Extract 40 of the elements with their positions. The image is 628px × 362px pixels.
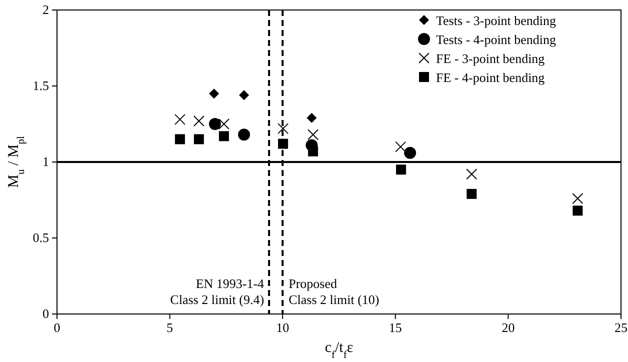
x-tick-label: 20 — [502, 320, 515, 335]
x-tick-label: 0 — [54, 320, 60, 335]
point — [174, 114, 186, 125]
legend-label: Tests - 4-point bending — [436, 32, 557, 47]
point — [404, 146, 416, 159]
point — [209, 88, 220, 99]
x-tick-label: 25 — [614, 320, 628, 335]
point — [308, 129, 319, 140]
legend-label: FE - 3-point bending — [436, 51, 546, 66]
point — [193, 115, 204, 126]
legend-label: FE - 4-point bending — [436, 70, 546, 85]
x-tick-label: 15 — [388, 320, 402, 335]
point — [218, 131, 229, 142]
point — [308, 146, 318, 156]
point — [396, 164, 406, 175]
ref-line-label: EN 1993-1-4 Class 2 limit (9.4) — [170, 276, 265, 307]
y-tick-label: 1.5 — [32, 78, 49, 93]
point — [572, 192, 584, 204]
y-tick-label: 2 — [42, 2, 49, 17]
point — [395, 141, 406, 152]
ref-line-label: Proposed Class 2 limit (10) — [288, 276, 380, 307]
x-axis-title: c$_{f}$/t$_{f}$ε — [324, 340, 354, 360]
x-tick-label: 10 — [276, 320, 290, 335]
point — [208, 118, 221, 130]
point — [218, 118, 230, 130]
y-tick-label: 0 — [42, 306, 49, 321]
point — [466, 168, 478, 180]
point — [306, 112, 317, 123]
point — [194, 134, 204, 144]
x-tick-label: 5 — [166, 320, 174, 335]
point — [278, 123, 289, 134]
legend-label: Tests - 3-point bending — [436, 13, 557, 28]
y-tick-label: 0.5 — [32, 230, 49, 245]
point — [278, 138, 288, 149]
y-tick-label: 1 — [42, 154, 49, 169]
point — [466, 188, 477, 199]
point — [239, 90, 250, 100]
point — [238, 128, 250, 141]
point — [572, 206, 583, 216]
point — [174, 134, 185, 144]
